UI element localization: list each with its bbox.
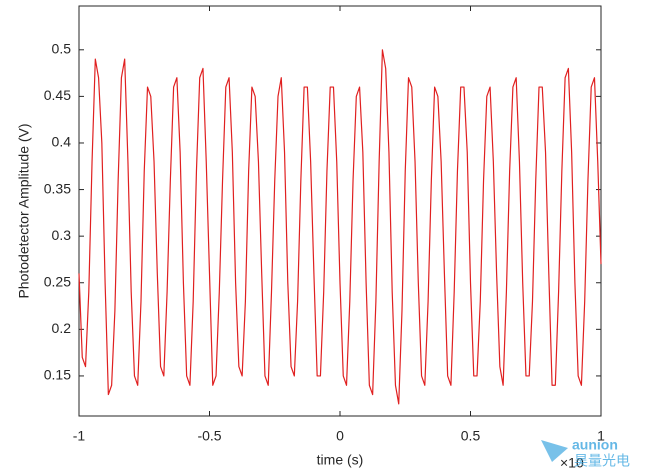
x-tick-label: -0.5 bbox=[197, 428, 221, 444]
y-tick-label: 0.4 bbox=[52, 134, 72, 150]
y-tick-label: 0.5 bbox=[52, 40, 72, 56]
x-tick-label: 0 bbox=[336, 428, 344, 444]
watermark-logo bbox=[541, 440, 568, 462]
watermark: 昊量光电 bbox=[574, 453, 630, 469]
y-axis-label: Photodetector Amplitude (V) bbox=[16, 123, 32, 298]
y-tick-label: 0.3 bbox=[52, 227, 72, 243]
x-tick-label: 0.5 bbox=[461, 428, 481, 444]
y-tick-label: 0.2 bbox=[52, 320, 72, 336]
y-tick-label: 0.25 bbox=[44, 273, 71, 289]
y-tick-label: 0.15 bbox=[44, 367, 71, 383]
x-tick-label: 1 bbox=[597, 428, 605, 444]
signal-line bbox=[78, 49, 602, 405]
watermark: aunion bbox=[572, 437, 618, 453]
x-tick-label: -1 bbox=[73, 428, 86, 444]
y-tick-label: 0.45 bbox=[44, 87, 71, 103]
y-tick-label: 0.35 bbox=[44, 180, 71, 196]
plot-frame bbox=[78, 5, 602, 417]
x-multiplier: ×10 bbox=[560, 455, 584, 471]
x-axis-label: time (s) bbox=[317, 452, 364, 468]
